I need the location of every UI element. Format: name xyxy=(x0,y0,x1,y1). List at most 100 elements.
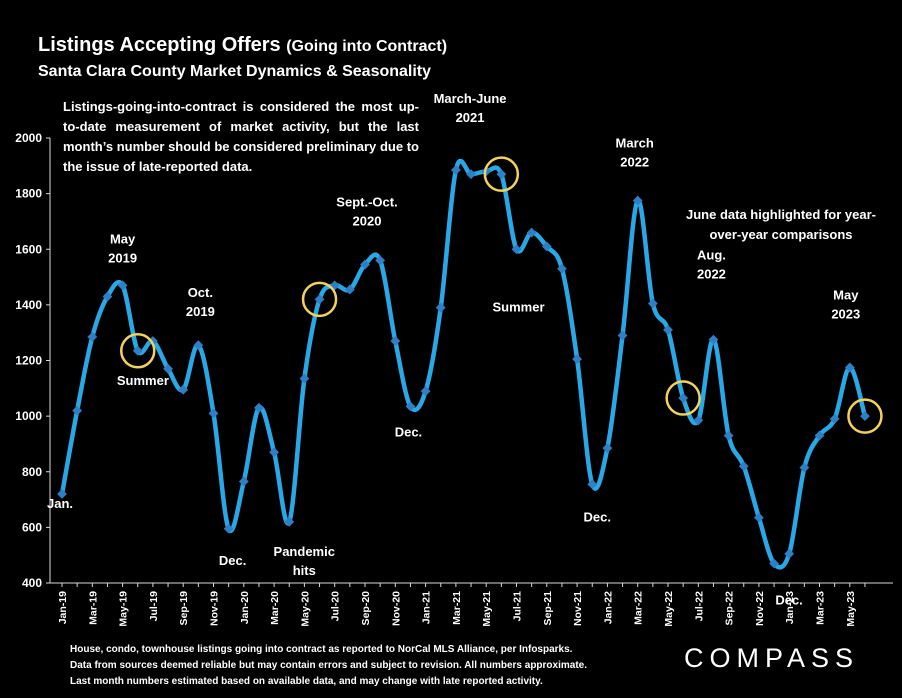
compass-logo: COMPASS xyxy=(684,643,860,673)
x-tick-label: Jul-21 xyxy=(512,591,524,622)
june-highlight-note: June data highlighted for year-over-year… xyxy=(686,207,876,242)
data-point xyxy=(572,354,583,365)
x-axis-ticks: Jan-19 Mar-19 May-19 Jul-19 Sep-19 Nov-19 Jan-… xyxy=(57,583,866,627)
data-point xyxy=(102,291,113,302)
x-tick-label: May-19 xyxy=(118,591,130,627)
data-point xyxy=(511,244,522,255)
x-tick-label: Nov-21 xyxy=(572,591,584,626)
x-tick-label: Mar-20 xyxy=(269,591,281,625)
annotation-label: March-June 2021 xyxy=(434,91,507,125)
footer-line-1: House, condo, townhouse listings going i… xyxy=(70,644,573,655)
data-point xyxy=(87,331,98,342)
data-point xyxy=(678,393,689,403)
annotation-label: March 2022 xyxy=(616,136,654,170)
annotation-label: Aug. 2022 xyxy=(697,248,726,282)
annotation-label: Dec. xyxy=(395,424,422,439)
footer-line-2: Data from sources deemed reliable but ma… xyxy=(70,660,587,671)
data-point xyxy=(57,489,67,499)
data-point xyxy=(117,280,128,291)
x-tick-label: May-21 xyxy=(481,591,493,627)
annotation-label: Pandemic hits xyxy=(274,544,335,578)
annotation-label: May 2023 xyxy=(831,287,860,321)
annotation-label: Dec. xyxy=(775,593,802,608)
y-tick-label: 1400 xyxy=(15,298,42,312)
chart-annotations: Jan. May 2019 Summer Oct. 2019 Dec. Pandemic hit… xyxy=(47,91,860,607)
x-tick-label: Sep-19 xyxy=(178,591,190,626)
data-point xyxy=(647,298,658,309)
data-point xyxy=(163,363,173,374)
series-markers xyxy=(57,165,870,569)
chart-subtitle: Santa Clara County Market Dynamics & Sea… xyxy=(38,63,432,80)
y-axis-ticks: 400 600 800 1000 1200 1400 1600 1800 2000 xyxy=(15,131,50,590)
data-point xyxy=(178,384,189,395)
annotation-label: Sept.-Oct. 2020 xyxy=(336,195,397,229)
data-point xyxy=(617,330,628,341)
june-highlight-circle xyxy=(483,156,520,192)
x-tick-label: Nov-22 xyxy=(754,591,766,626)
data-point xyxy=(663,324,673,335)
data-point xyxy=(587,479,598,490)
x-tick-label: Mar-21 xyxy=(451,591,463,625)
annotation-label: Summer xyxy=(492,299,544,314)
data-point xyxy=(799,462,810,473)
y-tick-label: 1800 xyxy=(15,187,42,201)
x-tick-label: May-22 xyxy=(663,591,675,627)
data-point xyxy=(693,415,704,426)
june-highlight-circle xyxy=(301,281,338,318)
y-tick-label: 400 xyxy=(22,576,42,590)
x-tick-label: Nov-19 xyxy=(209,591,221,626)
data-point xyxy=(526,227,537,238)
chart-title-main: Listings Accepting Offers xyxy=(38,34,281,56)
data-point xyxy=(844,362,855,373)
x-tick-label: Mar-23 xyxy=(815,591,827,625)
methodology-note: Listings-going-into-contract is consider… xyxy=(63,99,419,174)
x-tick-label: Jul-20 xyxy=(330,591,342,622)
data-point xyxy=(132,345,143,356)
x-tick-label: Sep-20 xyxy=(360,591,372,626)
x-tick-label: Jan-22 xyxy=(602,591,614,624)
data-point xyxy=(223,523,234,534)
annotation-label: Jan. xyxy=(47,496,73,511)
y-tick-label: 600 xyxy=(22,520,42,534)
annotation-label: Dec. xyxy=(584,509,611,524)
x-tick-label: May-23 xyxy=(845,591,857,627)
chart-title-paren: (Going into Contract) xyxy=(286,38,448,55)
x-tick-label: Mar-19 xyxy=(87,591,99,625)
x-tick-label: May-20 xyxy=(299,591,311,627)
data-point xyxy=(738,461,749,472)
data-point xyxy=(254,402,264,413)
data-point xyxy=(450,165,461,175)
june-highlights xyxy=(120,156,883,434)
annotation-label: Oct. 2019 xyxy=(186,285,215,319)
data-point xyxy=(860,411,870,422)
june-highlight-circle xyxy=(120,333,156,369)
data-point xyxy=(193,340,204,351)
data-point xyxy=(557,263,567,274)
data-point xyxy=(541,241,552,252)
data-point xyxy=(723,430,734,441)
x-tick-label: Jan-20 xyxy=(239,591,251,624)
data-point xyxy=(72,405,83,416)
data-point xyxy=(208,408,219,419)
y-tick-label: 1000 xyxy=(15,409,42,423)
data-point xyxy=(314,294,325,305)
data-point xyxy=(269,447,280,458)
x-tick-label: Mar-22 xyxy=(633,591,645,625)
x-tick-label: Jan-23 xyxy=(784,591,796,624)
x-tick-label: Jul-22 xyxy=(693,591,705,622)
series-line xyxy=(59,158,868,570)
footer-notes: House, condo, townhouse listings going i… xyxy=(70,642,670,690)
data-point xyxy=(814,430,825,441)
data-point xyxy=(769,558,779,569)
data-point xyxy=(420,386,431,397)
data-point xyxy=(360,259,370,270)
data-point xyxy=(344,284,355,295)
x-tick-label: Nov-20 xyxy=(390,591,402,626)
x-tick-label: Sep-22 xyxy=(724,591,736,626)
data-point xyxy=(753,512,764,523)
footer-line-3: Last month numbers estimated based on av… xyxy=(70,676,543,687)
data-point xyxy=(496,169,507,180)
data-point xyxy=(466,169,476,180)
x-tick-label: Jan-19 xyxy=(57,591,69,624)
